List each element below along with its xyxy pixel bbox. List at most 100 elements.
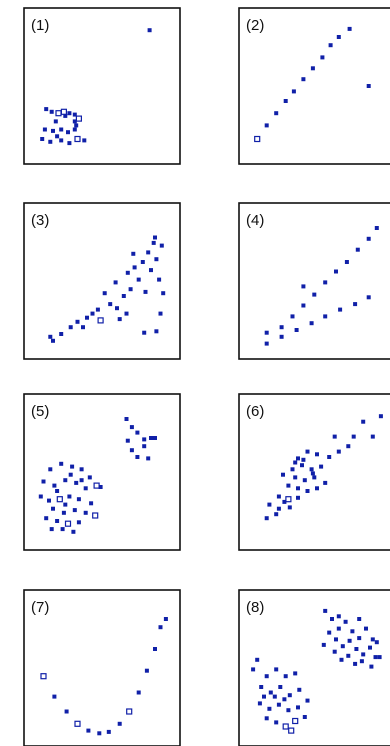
scatter-point — [364, 626, 368, 631]
scatter-point — [151, 240, 156, 245]
scatter-point — [146, 456, 151, 461]
scatter-point — [60, 108, 68, 115]
scatter-point — [158, 625, 163, 630]
scatter-point — [315, 486, 319, 491]
scatter-point — [264, 716, 269, 721]
scatter-point — [301, 303, 306, 308]
scatter-point — [106, 729, 111, 734]
scatter-point — [251, 667, 256, 672]
scatter-point — [81, 325, 85, 330]
scatter-point — [38, 494, 43, 499]
scatter-point — [366, 236, 371, 241]
panel-frame — [23, 589, 181, 746]
scatter-point — [268, 690, 273, 695]
scatter-point — [361, 652, 366, 657]
scatter-point — [74, 135, 81, 143]
scatter-point — [366, 295, 371, 300]
scatter-point — [276, 702, 281, 707]
scatter-point — [279, 334, 284, 339]
scatter-point — [323, 280, 328, 285]
scatter-point — [158, 311, 163, 316]
scatter-point — [330, 617, 334, 621]
panel-frame — [238, 7, 390, 165]
scatter-point — [332, 649, 337, 654]
scatter-point — [97, 731, 102, 736]
scatter-point — [64, 520, 72, 527]
scatter-point — [60, 527, 65, 532]
scatter-point — [70, 464, 75, 469]
scatter-point — [142, 444, 147, 449]
scatter-point — [72, 127, 77, 132]
scatter-point — [347, 638, 352, 643]
scatter-point — [369, 664, 374, 669]
scatter-point — [53, 119, 58, 124]
scatter-point — [285, 496, 292, 503]
scatter-panel: (4) — [238, 202, 390, 360]
scatter-point — [354, 647, 359, 651]
scatter-point — [44, 107, 49, 112]
scatter-point — [47, 498, 51, 503]
scatter-point — [49, 109, 54, 114]
panel-frame — [23, 7, 181, 165]
scatter-point — [293, 475, 298, 480]
scatter-point — [328, 43, 333, 48]
scatter-point — [293, 460, 298, 465]
scatter-point — [55, 134, 60, 139]
scatter-point — [310, 471, 315, 476]
scatter-point — [72, 508, 77, 513]
scatter-point — [254, 135, 261, 143]
scatter-point — [132, 265, 137, 270]
scatter-point — [312, 292, 317, 297]
scatter-point — [125, 270, 130, 275]
scatter-point — [98, 485, 103, 489]
scatter-panel: (7) — [23, 589, 181, 746]
scatter-panel: (2) — [238, 7, 390, 165]
panel-label: (8) — [246, 599, 264, 616]
scatter-point — [344, 260, 349, 264]
scatter-point — [79, 467, 84, 472]
scatter-point — [282, 499, 287, 504]
scatter-point — [124, 417, 129, 421]
scatter-point — [59, 461, 64, 466]
scatter-point — [72, 112, 77, 117]
scatter-point — [276, 494, 281, 499]
scatter-point — [302, 478, 307, 483]
scatter-point — [272, 694, 277, 699]
scatter-point — [135, 430, 140, 435]
scatter-point — [48, 334, 53, 339]
scatter-point — [310, 66, 315, 71]
scatter-point — [86, 728, 91, 733]
scatter-point — [262, 694, 266, 699]
scatter-point — [40, 673, 47, 680]
scatter-point — [159, 243, 164, 248]
scatter-point — [140, 260, 145, 264]
scatter-panel: (5) — [23, 393, 181, 551]
scatter-point — [336, 35, 341, 39]
scatter-point — [370, 637, 375, 642]
scatter-point — [55, 519, 60, 523]
scatter-point — [339, 657, 344, 662]
scatter-point — [276, 506, 281, 511]
panel-label: (5) — [31, 403, 49, 420]
scatter-point — [68, 325, 73, 330]
scatter-point — [74, 123, 79, 128]
scatter-point — [40, 137, 45, 141]
scatter-point — [361, 419, 366, 424]
scatter-point — [51, 506, 55, 511]
scatter-point — [300, 463, 304, 468]
scatter-point — [68, 472, 73, 477]
scatter-point — [346, 444, 351, 449]
scatter-point — [323, 480, 328, 485]
scatter-point — [128, 287, 133, 292]
scatter-point — [373, 655, 378, 660]
scatter-point — [144, 668, 149, 673]
scatter-point — [48, 467, 53, 472]
scatter-point — [357, 636, 362, 641]
panel-frame — [23, 393, 181, 551]
scatter-point — [321, 642, 326, 647]
scatter-point — [41, 479, 46, 484]
scatter-point — [353, 302, 358, 307]
scatter-point — [286, 708, 291, 713]
scatter-point — [63, 478, 68, 483]
scatter-point — [76, 520, 81, 525]
